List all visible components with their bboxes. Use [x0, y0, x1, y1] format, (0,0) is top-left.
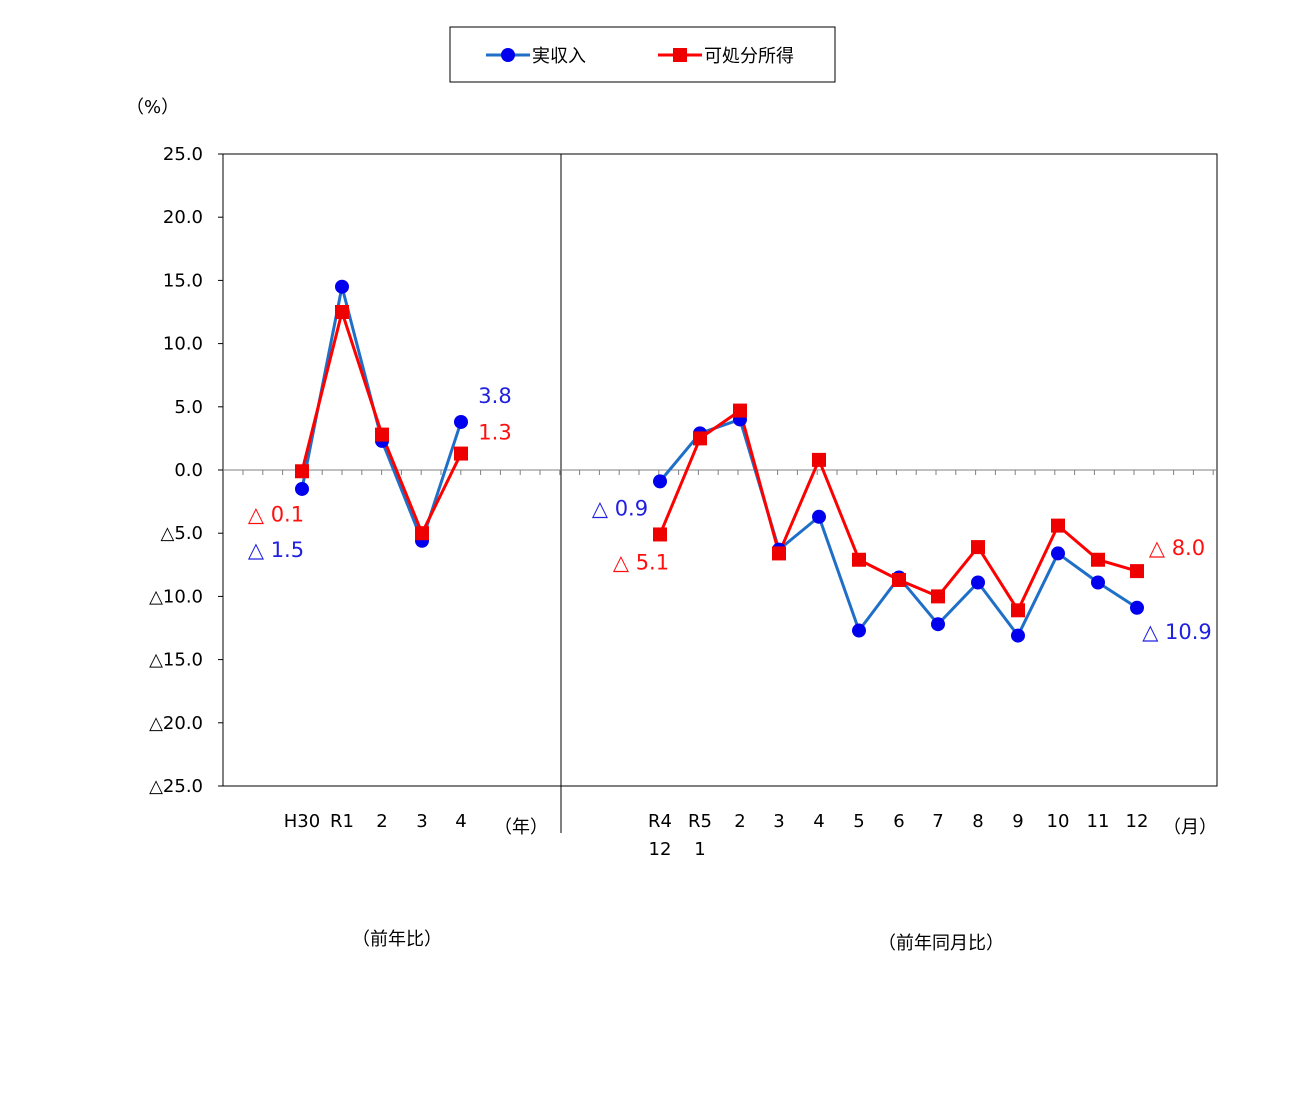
monthly-income-point	[852, 623, 866, 638]
monthly-disposable-point	[971, 540, 985, 555]
monthly-income-point	[653, 474, 667, 489]
legend-marker-income	[501, 48, 515, 62]
y-tick-label: △5.0	[161, 523, 203, 544]
monthly-data-label: △ 10.9	[1142, 620, 1212, 644]
monthly-income-point	[1130, 600, 1144, 615]
monthly-x-tick-label: 3	[773, 811, 784, 832]
data-labels: △ 1.5 △ 0.1 3.8 1.3 △ 0.9 △ 5.1 △ 8.0 △ 10.9	[248, 384, 1212, 644]
annual-income-point	[335, 279, 349, 294]
annual-data-label: 1.3	[478, 421, 511, 445]
monthly-x-tick-label: 2	[734, 811, 745, 832]
annual-caption: （前年比）	[352, 929, 442, 950]
y-tick-label: △10.0	[149, 586, 203, 607]
monthly-disposable-point	[931, 589, 945, 604]
monthly-income-point	[1011, 628, 1025, 643]
annual-series-line-disposable	[300, 310, 463, 535]
legend-marker-disposable	[673, 48, 687, 62]
monthly-x-tick-label: 7	[932, 811, 943, 832]
monthly-x-tick-label: 4	[813, 811, 824, 832]
monthly-series-line-income	[658, 417, 1138, 638]
monthly-disposable-point	[1011, 603, 1025, 618]
y-tick-label: 25.0	[163, 144, 203, 165]
y-tick-label: 20.0	[163, 207, 203, 228]
y-tick-label: △25.0	[149, 776, 203, 797]
monthly-x-tick-label: 5	[853, 811, 864, 832]
annual-x-tick-label: 2	[376, 811, 387, 832]
annual-data-label: △ 0.1	[248, 502, 304, 526]
monthly-x-tick-label: 9	[1012, 811, 1023, 832]
annual-x-tick-label: R1	[330, 811, 354, 832]
monthly-x-tick-label: 8	[972, 811, 983, 832]
y-tick-label: 15.0	[163, 270, 203, 291]
monthly-disposable-point	[1130, 564, 1144, 579]
monthly-income-point	[1051, 546, 1065, 561]
annual-income-point	[454, 414, 468, 429]
annual-data-label: 3.8	[478, 384, 511, 408]
monthly-disposable-point	[1091, 552, 1105, 567]
monthly-x-tick-label: R5	[688, 811, 712, 832]
monthly-data-label: △ 8.0	[1149, 536, 1205, 560]
monthly-income-point	[1091, 575, 1105, 590]
y-tick-label: △15.0	[149, 650, 203, 671]
monthly-income-point	[971, 575, 985, 590]
monthly-caption: （前年同月比）	[878, 933, 1004, 954]
monthly-disposable-point	[812, 452, 826, 467]
annual-x-tick-label: 3	[416, 811, 427, 832]
legend: 実収入 可処分所得	[449, 26, 836, 83]
monthly-data-label: △ 0.9	[592, 496, 648, 520]
monthly-x-tick-label: 12	[649, 839, 672, 860]
annual-unit-label: （年）	[494, 817, 548, 838]
monthly-disposable-point	[772, 546, 786, 561]
y-tick-label: 0.0	[174, 460, 203, 481]
y-unit-label: （%）	[126, 97, 179, 118]
y-tick-label: 10.0	[163, 334, 203, 355]
monthly-x-tick-label: 6	[893, 811, 904, 832]
annual-disposable-point	[335, 305, 349, 319]
monthly-disposable-point	[733, 403, 747, 418]
y-tick-label: △20.0	[149, 713, 203, 734]
annual-x-tick-label: H30	[284, 811, 320, 832]
monthly-x-tick-label: 12	[1126, 811, 1149, 832]
monthly-x-tick-label: 11	[1087, 811, 1110, 832]
monthly-data-label: △ 5.1	[613, 550, 669, 574]
annual-x-tick-label: 4	[455, 811, 466, 832]
monthly-x-tick-label: 10	[1047, 811, 1070, 832]
monthly-disposable-point	[892, 572, 906, 587]
y-axis-ticks: 25.0 20.0 15.0 10.0 5.0 0.0 △5.0 △10.0 △15.0 △20.…	[149, 144, 223, 797]
annual-disposable-point	[415, 526, 429, 541]
monthly-income-point	[931, 617, 945, 632]
series-group	[295, 279, 1144, 643]
annual-income-point	[295, 481, 309, 496]
annual-data-label: △ 1.5	[248, 538, 304, 562]
annual-disposable-point	[295, 464, 309, 479]
legend-label-income: 実収入	[532, 46, 586, 67]
monthly-disposable-point	[1051, 518, 1065, 533]
monthly-x-tick-label: R4	[648, 811, 672, 832]
monthly-disposable-point	[852, 552, 866, 567]
monthly-unit-label: （月）	[1163, 817, 1217, 838]
annual-disposable-point	[454, 446, 468, 461]
y-tick-label: 5.0	[174, 397, 203, 418]
monthly-income-point	[812, 509, 826, 524]
monthly-disposable-point	[653, 527, 667, 542]
zero-axis	[223, 469, 1217, 475]
annual-disposable-point	[375, 427, 389, 442]
legend-label-disposable: 可処分所得	[704, 46, 794, 67]
monthly-disposable-point	[693, 431, 707, 446]
monthly-x-tick-label: 1	[694, 839, 705, 860]
